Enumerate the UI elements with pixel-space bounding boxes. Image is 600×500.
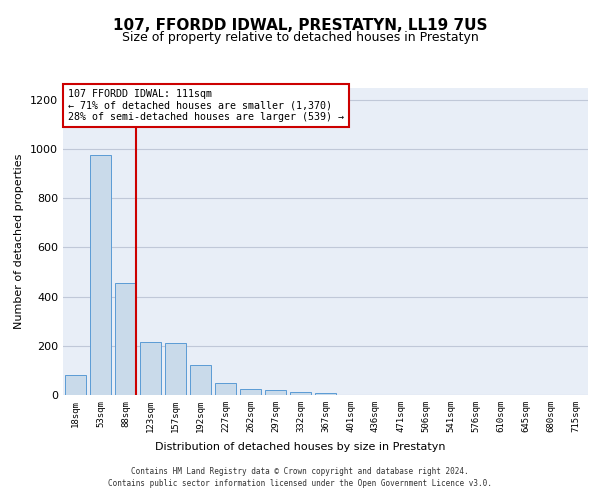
Text: Size of property relative to detached houses in Prestatyn: Size of property relative to detached ho… [122,31,478,44]
Bar [265,390,286,395]
Text: 107, FFORDD IDWAL, PRESTATYN, LL19 7US: 107, FFORDD IDWAL, PRESTATYN, LL19 7US [113,18,487,32]
Bar [165,344,186,395]
Bar [315,392,336,395]
Text: 107 FFORDD IDWAL: 111sqm
← 71% of detached houses are smaller (1,370)
28% of sem: 107 FFORDD IDWAL: 111sqm ← 71% of detach… [68,89,344,122]
Text: Contains HM Land Registry data © Crown copyright and database right 2024.
Contai: Contains HM Land Registry data © Crown c… [108,466,492,487]
Bar [90,155,111,395]
Bar [290,392,311,395]
Bar [215,383,236,395]
Text: Distribution of detached houses by size in Prestatyn: Distribution of detached houses by size … [155,442,445,452]
Bar [115,283,136,395]
Y-axis label: Number of detached properties: Number of detached properties [14,154,25,329]
Bar [140,342,161,395]
Bar [65,376,86,395]
Bar [240,389,261,395]
Bar [190,366,211,395]
